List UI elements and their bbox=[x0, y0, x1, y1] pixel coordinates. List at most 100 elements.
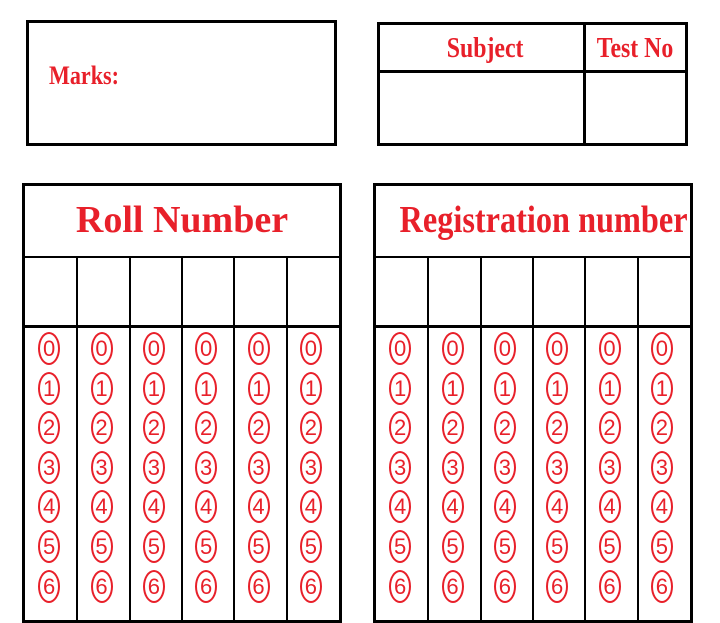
registration-number-digit-box[interactable] bbox=[428, 258, 480, 325]
digit-bubble[interactable]: 4 bbox=[650, 490, 673, 524]
digit-bubble[interactable]: 2 bbox=[142, 411, 165, 445]
column-divider bbox=[181, 256, 183, 620]
digit-bubble[interactable]: 4 bbox=[247, 490, 270, 524]
digit-bubble[interactable]: 5 bbox=[598, 530, 621, 563]
digit-bubble[interactable]: 5 bbox=[247, 530, 270, 563]
digit-bubble[interactable]: 1 bbox=[142, 371, 165, 405]
digit-bubble[interactable]: 4 bbox=[389, 490, 412, 524]
digit-bubble[interactable]: 5 bbox=[650, 530, 673, 563]
digit-bubble[interactable]: 6 bbox=[38, 569, 61, 603]
digit-bubble[interactable]: 3 bbox=[546, 450, 569, 484]
digit-bubble[interactable]: 5 bbox=[38, 530, 61, 563]
registration-number-digit-box[interactable] bbox=[376, 258, 428, 325]
digit-bubble[interactable]: 6 bbox=[546, 569, 569, 603]
digit-bubble[interactable]: 5 bbox=[493, 530, 516, 563]
roll-number-digit-box[interactable] bbox=[25, 258, 77, 325]
digit-bubble[interactable]: 0 bbox=[650, 332, 673, 365]
digit-bubble[interactable]: 1 bbox=[38, 371, 61, 405]
digit-bubble[interactable]: 5 bbox=[90, 530, 113, 563]
digit-bubble[interactable]: 0 bbox=[195, 332, 218, 365]
digit-bubble[interactable]: 2 bbox=[38, 411, 61, 445]
digit-bubble[interactable]: 5 bbox=[142, 530, 165, 563]
digit-bubble[interactable]: 3 bbox=[598, 450, 621, 484]
digit-bubble[interactable]: 1 bbox=[598, 371, 621, 405]
digit-bubble[interactable]: 2 bbox=[389, 411, 412, 445]
roll-number-digit-box[interactable] bbox=[287, 258, 339, 325]
roll-number-digit-box[interactable] bbox=[182, 258, 234, 325]
registration-number-digit-box[interactable] bbox=[481, 258, 533, 325]
digit-bubble[interactable]: 4 bbox=[90, 490, 113, 524]
registration-number-digit-box[interactable] bbox=[533, 258, 585, 325]
digit-bubble[interactable]: 2 bbox=[247, 411, 270, 445]
registration-number-digit-box[interactable] bbox=[638, 258, 690, 325]
digit-bubble[interactable]: 0 bbox=[493, 332, 516, 365]
digit-bubble[interactable]: 5 bbox=[389, 530, 412, 563]
digit-bubble[interactable]: 6 bbox=[195, 569, 218, 603]
digit-bubble[interactable]: 2 bbox=[546, 411, 569, 445]
digit-bubble[interactable]: 0 bbox=[38, 332, 61, 365]
digit-bubble[interactable]: 0 bbox=[247, 332, 270, 365]
roll-number-digit-box[interactable] bbox=[130, 258, 182, 325]
digit-bubble[interactable]: 4 bbox=[493, 490, 516, 524]
digit-bubble[interactable]: 1 bbox=[247, 371, 270, 405]
digit-bubble[interactable]: 1 bbox=[546, 371, 569, 405]
digit-bubble[interactable]: 3 bbox=[650, 450, 673, 484]
digit-bubble[interactable]: 6 bbox=[90, 569, 113, 603]
digit-bubble[interactable]: 0 bbox=[299, 332, 322, 365]
digit-bubble[interactable]: 0 bbox=[90, 332, 113, 365]
column-divider bbox=[427, 256, 430, 620]
digit-bubble[interactable]: 1 bbox=[299, 371, 322, 405]
digit-bubble[interactable]: 2 bbox=[650, 411, 673, 445]
digit-bubble[interactable]: 1 bbox=[389, 371, 412, 405]
roll-number-digit-box[interactable] bbox=[77, 258, 129, 325]
digit-bubble[interactable]: 4 bbox=[598, 490, 621, 524]
digit-bubble[interactable]: 3 bbox=[90, 450, 113, 484]
digit-bubble[interactable]: 6 bbox=[441, 569, 464, 603]
digit-bubble[interactable]: 6 bbox=[650, 569, 673, 603]
digit-bubble[interactable]: 0 bbox=[389, 332, 412, 365]
subject-field[interactable] bbox=[380, 73, 583, 146]
digit-bubble[interactable]: 0 bbox=[546, 332, 569, 365]
digit-bubble[interactable]: 3 bbox=[389, 450, 412, 484]
digit-bubble[interactable]: 1 bbox=[493, 371, 516, 405]
digit-bubble[interactable]: 5 bbox=[546, 530, 569, 563]
registration-number-digit-box[interactable] bbox=[585, 258, 637, 325]
digit-bubble[interactable]: 6 bbox=[142, 569, 165, 603]
digit-bubble[interactable]: 3 bbox=[299, 450, 322, 484]
digit-bubble[interactable]: 6 bbox=[389, 569, 412, 603]
digit-bubble[interactable]: 4 bbox=[38, 490, 61, 524]
digit-bubble[interactable]: 1 bbox=[650, 371, 673, 405]
roll-number-digit-box[interactable] bbox=[234, 258, 286, 325]
digit-bubble[interactable]: 3 bbox=[142, 450, 165, 484]
digit-bubble[interactable]: 1 bbox=[90, 371, 113, 405]
digit-bubble[interactable]: 1 bbox=[441, 371, 464, 405]
digit-bubble[interactable]: 6 bbox=[493, 569, 516, 603]
digit-bubble[interactable]: 2 bbox=[598, 411, 621, 445]
digit-bubble[interactable]: 0 bbox=[441, 332, 464, 365]
digit-bubble[interactable]: 3 bbox=[441, 450, 464, 484]
digit-bubble[interactable]: 4 bbox=[546, 490, 569, 524]
digit-bubble[interactable]: 1 bbox=[195, 371, 218, 405]
digit-bubble[interactable]: 4 bbox=[441, 490, 464, 524]
digit-bubble[interactable]: 3 bbox=[38, 450, 61, 484]
digit-bubble[interactable]: 2 bbox=[493, 411, 516, 445]
digit-bubble[interactable]: 2 bbox=[441, 411, 464, 445]
digit-bubble[interactable]: 4 bbox=[299, 490, 322, 524]
digit-bubble[interactable]: 3 bbox=[247, 450, 270, 484]
digit-bubble[interactable]: 3 bbox=[493, 450, 516, 484]
digit-bubble[interactable]: 6 bbox=[598, 569, 621, 603]
digit-bubble[interactable]: 0 bbox=[598, 332, 621, 365]
digit-bubble[interactable]: 4 bbox=[195, 490, 218, 524]
digit-bubble[interactable]: 5 bbox=[195, 530, 218, 563]
digit-bubble[interactable]: 3 bbox=[195, 450, 218, 484]
digit-bubble[interactable]: 6 bbox=[247, 569, 270, 603]
digit-bubble[interactable]: 2 bbox=[299, 411, 322, 445]
digit-bubble[interactable]: 2 bbox=[90, 411, 113, 445]
digit-bubble[interactable]: 5 bbox=[441, 530, 464, 563]
digit-bubble[interactable]: 5 bbox=[299, 530, 322, 563]
digit-bubble[interactable]: 6 bbox=[299, 569, 322, 603]
test-no-field[interactable] bbox=[586, 73, 685, 146]
digit-bubble[interactable]: 4 bbox=[142, 490, 165, 524]
digit-bubble[interactable]: 2 bbox=[195, 411, 218, 445]
digit-bubble[interactable]: 0 bbox=[142, 332, 165, 365]
